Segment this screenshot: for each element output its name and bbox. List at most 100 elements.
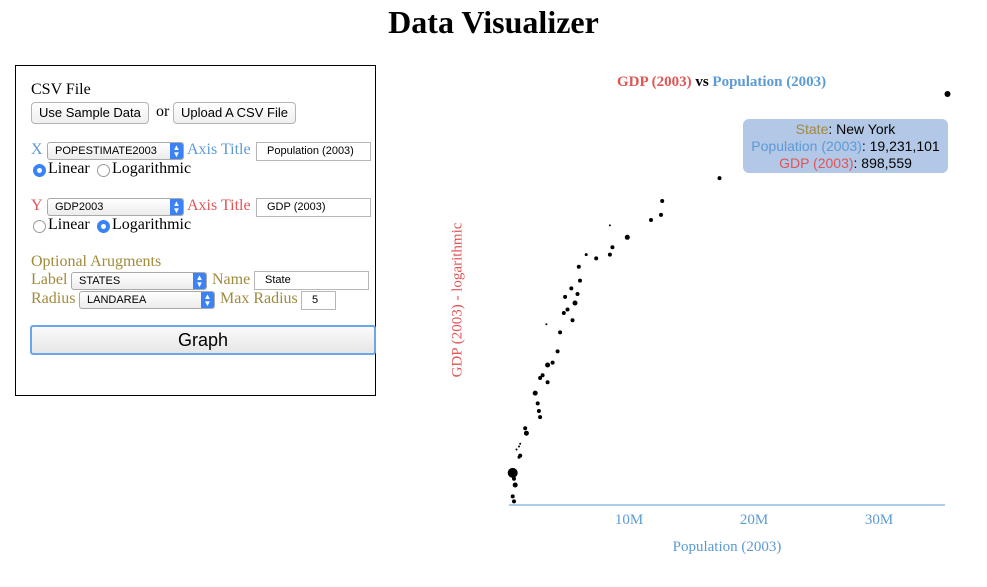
chevron-updown-icon: ▲ ▼ <box>170 199 183 215</box>
label-field-value: STATES <box>79 275 121 287</box>
tooltip-label-key: State <box>795 121 829 137</box>
data-point[interactable] <box>572 300 578 306</box>
data-point[interactable] <box>545 323 548 326</box>
x-tick-label: 10M <box>614 512 644 528</box>
or-text: or <box>156 103 170 120</box>
data-point[interactable] <box>649 218 653 222</box>
data-point[interactable] <box>512 499 516 504</box>
tooltip-y-row: GDP (2003): 898,559 <box>743 155 948 172</box>
y-field-select[interactable]: GDP2003 ▲ ▼ <box>47 198 184 216</box>
plot-title-vs: vs <box>695 74 709 90</box>
x-linear-radio[interactable] <box>33 164 46 177</box>
data-point[interactable] <box>561 311 566 315</box>
y-axis-label: GDP (2003) - logarithmic <box>449 222 466 378</box>
name-label: Name <box>212 271 251 288</box>
graph-button[interactable]: Graph <box>30 325 376 355</box>
data-point[interactable] <box>558 330 563 335</box>
data-point[interactable] <box>523 430 529 436</box>
data-point[interactable] <box>565 307 570 312</box>
x-tick-label: 20M <box>739 512 769 528</box>
max-radius-input[interactable]: 5 <box>301 291 336 310</box>
data-point[interactable] <box>717 176 722 181</box>
data-points <box>507 91 951 504</box>
x-axis-title-label: Axis Title <box>187 141 251 158</box>
chevron-updown-icon: ▲ ▼ <box>193 273 206 289</box>
data-point[interactable] <box>563 294 568 299</box>
data-point[interactable] <box>519 442 522 445</box>
y-linear-radio[interactable] <box>33 220 46 233</box>
x-axis-letter: X <box>31 141 43 158</box>
radius-field-select[interactable]: LANDAREA ▲ ▼ <box>79 291 215 309</box>
data-point[interactable] <box>523 426 528 431</box>
tooltip-y-key: GDP (2003) <box>779 155 854 171</box>
y-logarithmic-label: Logarithmic <box>112 216 192 233</box>
tooltip-x-value: : 19,231,101 <box>861 138 940 154</box>
data-point[interactable] <box>555 349 560 354</box>
data-point[interactable] <box>518 445 520 448</box>
y-field-value: GDP2003 <box>55 201 104 213</box>
y-axis-title-input[interactable]: GDP (2003) <box>256 198 371 217</box>
y-logarithmic-radio[interactable] <box>97 220 110 233</box>
data-point[interactable] <box>569 286 574 291</box>
x-axis-title-input[interactable]: Population (2003) <box>256 142 371 161</box>
data-point[interactable] <box>538 415 543 420</box>
csv-file-label: CSV File <box>31 81 91 98</box>
upload-csv-button[interactable]: Upload A CSV File <box>173 102 296 124</box>
x-tick-label: 30M <box>864 512 894 528</box>
x-logarithmic-radio[interactable] <box>97 164 110 177</box>
chevron-updown-icon: ▲ ▼ <box>201 292 214 308</box>
data-point[interactable] <box>578 278 582 283</box>
data-point[interactable] <box>610 245 615 250</box>
plot-title-x: Population (2003) <box>712 74 827 90</box>
plot-title: GDP (2003) vs Population (2003) <box>617 74 826 91</box>
data-point[interactable] <box>532 390 538 396</box>
name-input[interactable]: State <box>254 271 369 290</box>
data-point[interactable] <box>545 380 550 385</box>
data-point[interactable] <box>575 292 580 296</box>
data-point[interactable] <box>536 409 541 413</box>
chevron-updown-icon: ▲ ▼ <box>170 143 183 159</box>
use-sample-data-button[interactable]: Use Sample Data <box>31 102 149 124</box>
data-point[interactable] <box>515 448 518 451</box>
data-point[interactable] <box>517 455 521 459</box>
data-point[interactable] <box>550 360 555 365</box>
label-field-select[interactable]: STATES ▲ ▼ <box>71 272 207 290</box>
data-point[interactable] <box>584 253 588 257</box>
x-logarithmic-label: Logarithmic <box>112 160 192 177</box>
data-point[interactable] <box>608 224 611 227</box>
label-field-label: Label <box>31 271 68 288</box>
data-point[interactable] <box>512 482 518 488</box>
optional-arguments-heading: Optional Arugments <box>31 253 162 270</box>
tooltip-x-key: Population (2003) <box>751 138 862 154</box>
controls-panel: CSV File Use Sample Data or Upload A CSV… <box>15 65 376 396</box>
data-point[interactable] <box>624 234 630 240</box>
x-field-select[interactable]: POPESTIMATE2003 ▲ ▼ <box>47 142 184 160</box>
data-point[interactable] <box>535 401 540 406</box>
data-point-tooltip: State: New York Population (2003): 19,23… <box>743 119 948 173</box>
max-radius-label: Max Radius <box>220 290 298 307</box>
page-title: Data Visualizer <box>388 4 599 40</box>
data-point[interactable] <box>538 376 543 380</box>
data-point[interactable] <box>545 362 551 368</box>
radius-field-label: Radius <box>31 290 76 307</box>
data-point[interactable] <box>540 373 545 378</box>
data-point[interactable] <box>570 318 575 323</box>
data-point[interactable] <box>944 91 951 97</box>
data-point[interactable] <box>512 476 516 481</box>
data-point[interactable] <box>576 264 581 269</box>
data-point[interactable] <box>594 256 599 261</box>
data-point[interactable] <box>659 212 663 217</box>
y-axis-title-label: Axis Title <box>187 197 251 214</box>
data-point[interactable] <box>510 494 515 499</box>
tooltip-label-row: State: New York <box>743 121 948 138</box>
x-field-value: POPESTIMATE2003 <box>55 145 157 157</box>
data-point[interactable] <box>507 467 518 478</box>
plot-title-y: GDP (2003) <box>617 74 692 90</box>
data-point[interactable] <box>660 199 665 203</box>
x-axis-label: Population (2003) <box>672 539 782 555</box>
tooltip-x-row: Population (2003): 19,231,101 <box>743 138 948 155</box>
y-linear-label: Linear <box>48 216 90 233</box>
tooltip-label-value: : New York <box>828 121 896 137</box>
tooltip-y-value: : 898,559 <box>853 155 912 171</box>
data-point[interactable] <box>607 252 612 257</box>
